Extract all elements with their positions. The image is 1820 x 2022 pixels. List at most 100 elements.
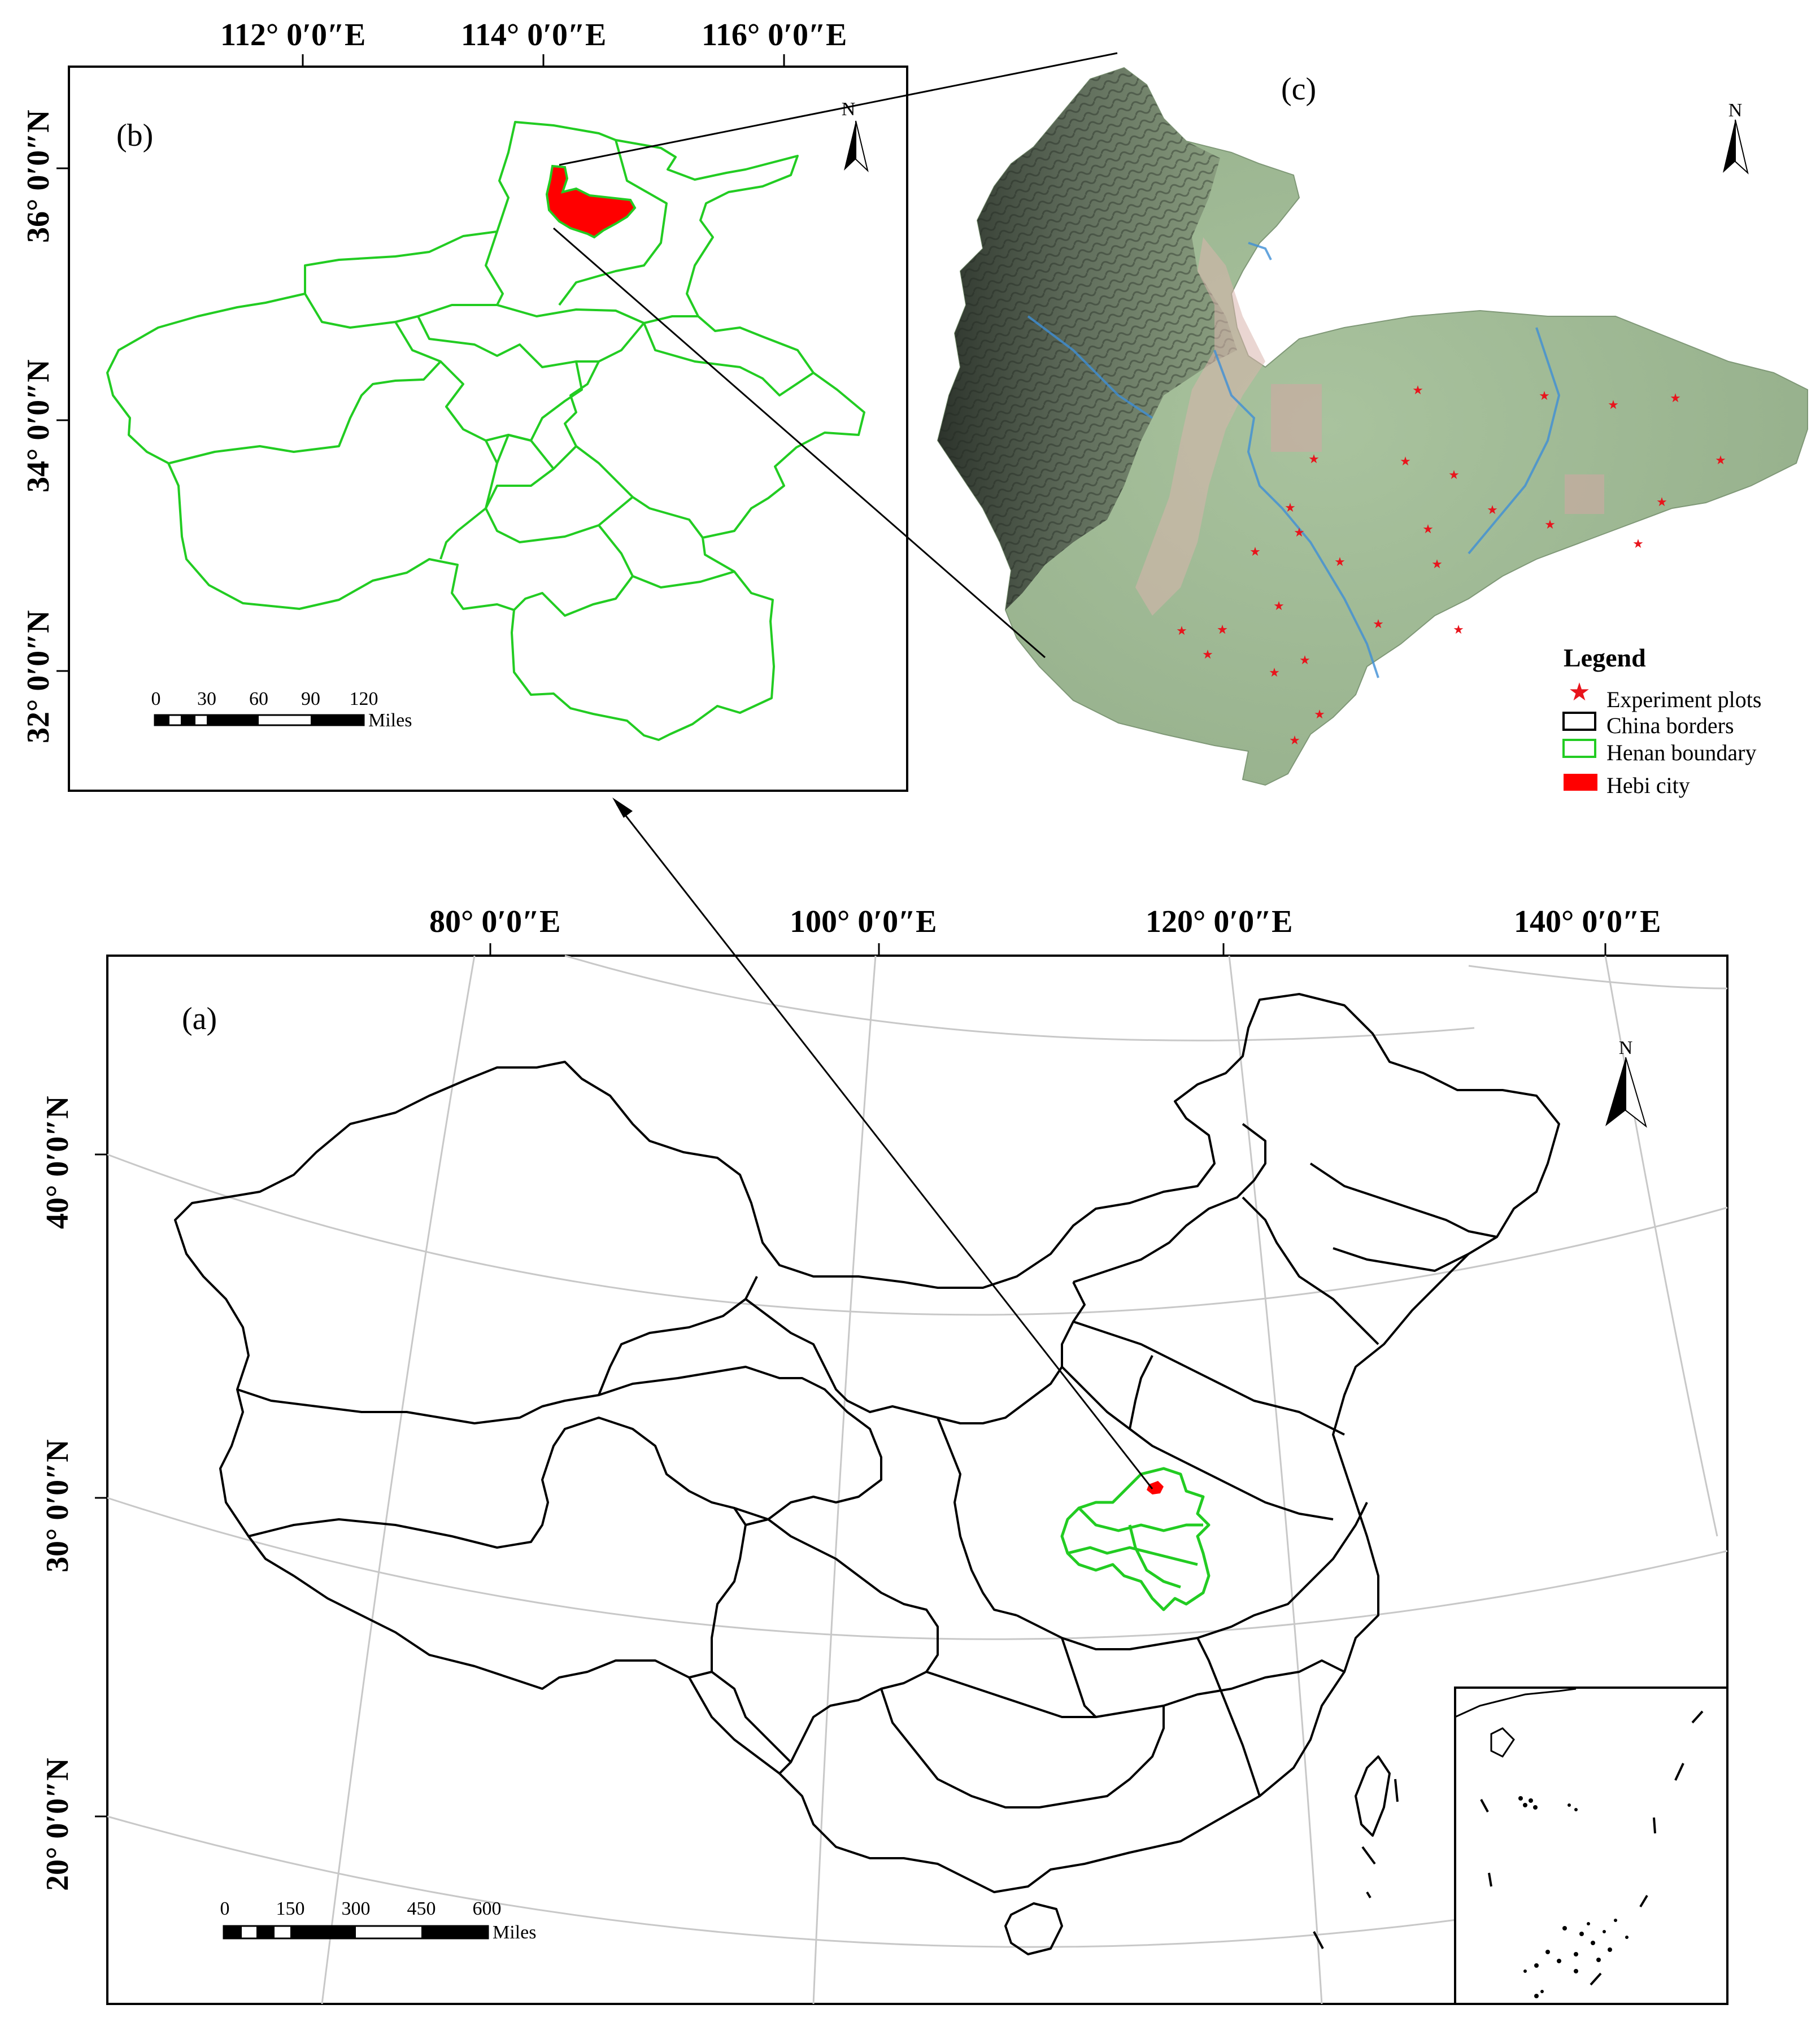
red-fill-swatch-icon [1564, 774, 1597, 791]
province-central-borders-1 [1016, 1502, 1368, 1650]
svg-text:120: 120 [350, 688, 378, 709]
panel-c: ★ ★ ★ ★ ★ ★ ★ ★ ★ ★ ★ ★ ★ ★ ★ ★ ★ ★ ★ ★ … [937, 67, 1808, 798]
svg-text:Experiment plots: Experiment plots [1606, 687, 1761, 712]
panel-b-lat-label-2: 34° 0′0″N [21, 359, 56, 493]
scale-bar-a: 0 150 300 450 600 Miles [220, 1898, 537, 1943]
province-yunnan-border [711, 1671, 792, 1763]
hebi-city-area [545, 164, 637, 239]
plot-marker: ★ [1487, 503, 1498, 517]
foothill-zone [1135, 237, 1265, 616]
panel-a-lon-label-4: 140° 0′0″E [1514, 904, 1661, 939]
urban-area-1 [1271, 384, 1322, 452]
panel-a-label: (a) [182, 1001, 217, 1036]
henan-internal-boundary-2 [485, 231, 504, 306]
henan-internal-boundary-7 [564, 361, 704, 539]
plot-marker: ★ [1422, 522, 1434, 536]
plot-marker: ★ [1176, 624, 1187, 638]
svg-text:0: 0 [220, 1898, 230, 1919]
star-icon: ★ [1568, 678, 1590, 706]
scale-bar-b: 0 30 60 90 120 Miles [151, 688, 412, 731]
panel-b-lon-label-3: 116° 0′0″E [702, 18, 847, 53]
hebi-in-china [1147, 1481, 1164, 1494]
graticule [107, 955, 1728, 2004]
sea-boundary-dashes [1313, 1779, 1399, 1949]
province-qinghai-border [598, 1366, 882, 1526]
black-outline-swatch-icon [1562, 712, 1596, 731]
panel-a-lon-label-2: 100° 0′0″E [790, 904, 937, 939]
mountain-ridges [938, 68, 1237, 610]
north-arrow-c-icon: N [1723, 100, 1749, 175]
plot-marker: ★ [1373, 617, 1384, 631]
svg-text:N: N [842, 99, 856, 120]
panel-a-lon-label-3: 120° 0′0″E [1146, 904, 1292, 939]
plot-marker: ★ [1431, 557, 1443, 571]
plot-marker: ★ [1217, 622, 1228, 637]
plot-marker: ★ [1632, 537, 1644, 551]
province-central-borders-3 [880, 1688, 1165, 1809]
plot-marker: ★ [1539, 389, 1550, 403]
province-xinjiang-border [237, 1276, 758, 1424]
henan-internal-boundary-12 [513, 524, 634, 617]
plot-marker: ★ [1453, 622, 1464, 637]
legend: Legend ★ Experiment plots China borders … [1562, 643, 1761, 798]
zoom-arrow-a-to-b [612, 798, 1153, 1489]
henan-internal-boundary-13 [632, 570, 735, 589]
north-arrow-a-icon: N [1605, 1038, 1647, 1128]
legend-item-experiment-plots: ★ Experiment plots [1568, 678, 1761, 712]
panel-b-lat-label-1: 36° 0′0″N [21, 110, 56, 243]
south-china-sea-inset [1454, 1687, 1728, 2005]
svg-text:Hebi city: Hebi city [1606, 773, 1690, 798]
province-central-borders-5 [1073, 1321, 1345, 1436]
plot-marker: ★ [1202, 647, 1213, 661]
panel-c-label: (c) [1281, 72, 1316, 107]
plot-marker: ★ [1249, 544, 1261, 559]
province-central-borders-6 [1061, 1366, 1334, 1520]
svg-text:600: 600 [473, 1898, 502, 1919]
panel-b-ticks [56, 54, 785, 672]
henan-internal-boundary-11 [485, 434, 555, 470]
svg-text:450: 450 [407, 1898, 436, 1919]
urban-area-2 [1565, 474, 1604, 514]
panel-b-lon-label-1: 112° 0′0″E [220, 18, 365, 53]
henan-internal-boundary-8 [643, 323, 815, 396]
panel-a-lat-label-3: 20° 0′0″N [40, 1758, 75, 1891]
legend-item-henan-boundary: Henan boundary [1562, 739, 1756, 765]
panel-a: 80° 0′0″E 100° 0′0″E 120° 0′0″E 140° 0′0… [40, 904, 1728, 2005]
plot-marker: ★ [1299, 653, 1310, 667]
svg-text:0: 0 [151, 688, 161, 709]
legend-title: Legend [1564, 643, 1646, 672]
svg-text:Miles: Miles [493, 1922, 536, 1943]
svg-text:N: N [1619, 1038, 1633, 1058]
plot-marker: ★ [1400, 454, 1411, 468]
north-arrow-b-icon: N [842, 99, 869, 173]
plot-marker: ★ [1273, 599, 1285, 613]
province-central-borders-9 [1129, 1355, 1153, 1430]
province-inner-mongolia-border [1073, 1123, 1266, 1283]
plot-marker: ★ [1285, 500, 1296, 515]
henan-internal-boundary-3 [558, 140, 668, 306]
province-shaanxi-border [937, 1417, 1017, 1616]
henan-internal-boundary-5 [417, 316, 645, 368]
plot-marker: ★ [1412, 383, 1423, 397]
panel-b-label: (b) [116, 118, 153, 153]
plot-marker: ★ [1334, 555, 1346, 569]
svg-text:China borders: China borders [1606, 713, 1734, 738]
panel-b-lat-label-3: 32° 0′0″N [21, 610, 56, 743]
panel-a-ticks [95, 943, 1606, 1818]
svg-text:300: 300 [342, 1898, 371, 1919]
svg-text:90: 90 [301, 688, 320, 709]
henan-province-map [106, 121, 865, 741]
plot-marker: ★ [1294, 525, 1305, 539]
province-northeast-borders [1309, 1162, 1497, 1238]
zoom-connectors [553, 52, 1118, 659]
plot-marker: ★ [1289, 733, 1300, 747]
panel-a-lat-label-2: 30° 0′0″N [40, 1439, 75, 1572]
svg-text:Henan boundary: Henan boundary [1606, 740, 1756, 765]
province-central-borders-8 [1196, 1637, 1261, 1797]
rivers [1027, 242, 1561, 678]
china-provinces-map [174, 993, 1560, 1955]
province-sichuan-border [734, 1507, 939, 1775]
panel-a-frame [106, 955, 1728, 2005]
svg-text:60: 60 [249, 688, 268, 709]
